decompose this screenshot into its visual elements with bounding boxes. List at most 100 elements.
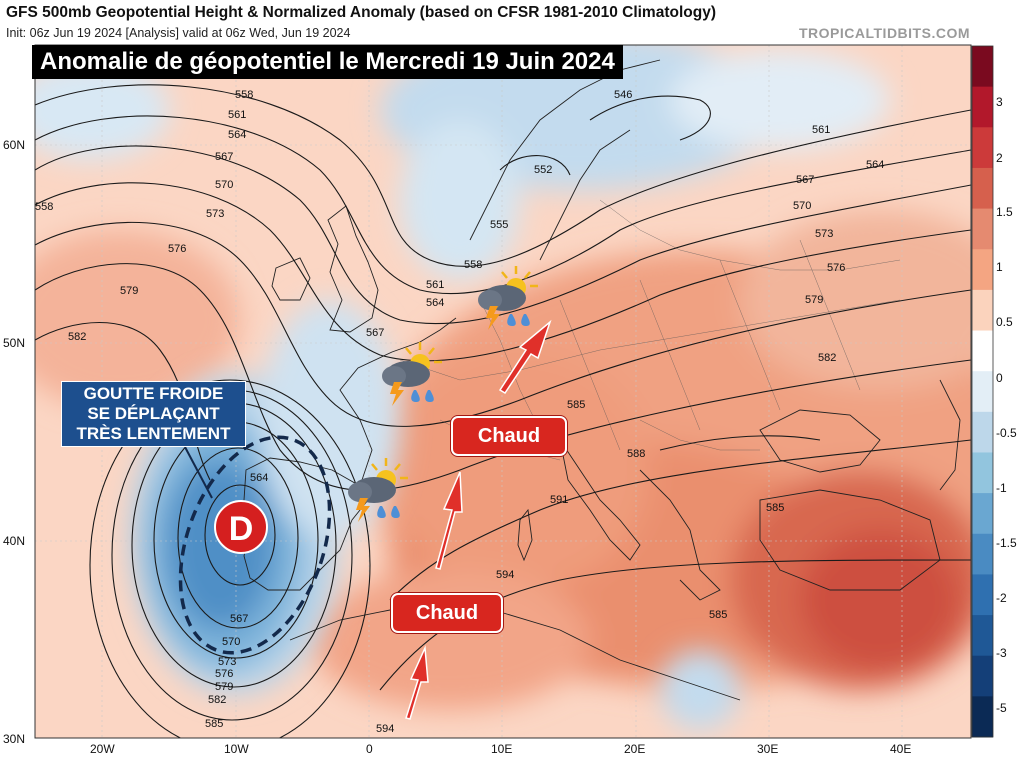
contour-label: 588: [627, 448, 645, 460]
colorbar-segment: [972, 533, 993, 575]
colorbar-segment: [972, 411, 993, 453]
contour-label: 558: [235, 89, 253, 101]
lat-label-30n: 30N: [3, 732, 26, 746]
contour-label: 576: [215, 668, 233, 680]
contour-label: 561: [812, 124, 830, 136]
colorbar-label: -2: [996, 591, 1007, 605]
contour-label: 594: [376, 723, 394, 735]
colorbar-label: 2: [996, 151, 1003, 165]
contour-label: 585: [205, 718, 223, 730]
contour-label: 579: [805, 294, 823, 306]
colorbar: [971, 45, 994, 738]
contour-label: 594: [496, 569, 514, 581]
cutoff-low-outline: [178, 435, 332, 655]
contour-label: 582: [208, 694, 226, 706]
lon-label-10e: 10E: [491, 742, 513, 756]
contour-label: 570: [793, 200, 811, 212]
thunderstorm-icon: [348, 458, 408, 522]
colorbar-label: 1.5: [996, 205, 1013, 219]
warm-label-north: Chaud: [451, 416, 567, 456]
colorbar-segment: [972, 655, 993, 697]
colorbar-segment: [972, 330, 993, 372]
colorbar-label: -5: [996, 701, 1007, 715]
cold-drop-callout: GOUTTE FROIDE SE DÉPLAÇANT TRÈS LENTEMEN…: [61, 381, 246, 447]
lon-label-40e: 40E: [890, 742, 912, 756]
warm-label-south: Chaud: [391, 593, 503, 633]
init-line: Init: 06z Jun 19 2024 [Analysis] valid a…: [6, 26, 351, 40]
height-contours: [35, 84, 971, 738]
callout-line-3: TRÈS LENTEMENT: [76, 424, 231, 443]
colorbar-segment: [972, 574, 993, 616]
contour-label: 564: [866, 159, 884, 171]
lat-label-50n: 50N: [3, 336, 26, 350]
colorbar-frame: [971, 45, 994, 738]
colorbar-label: -3: [996, 646, 1007, 660]
colorbar-segment: [972, 452, 993, 494]
contour-label: 585: [709, 609, 727, 621]
colorbar-segment: [972, 167, 993, 210]
colorbar-label: -1: [996, 481, 1007, 495]
lon-label-0: 0: [366, 742, 373, 756]
contour-label: 567: [230, 613, 248, 625]
lon-label-10w: 10W: [224, 742, 249, 756]
contour-label: 561: [228, 109, 246, 121]
contour-label: 591: [550, 494, 568, 506]
callout-line-2: SE DÉPLAÇANT: [87, 404, 220, 423]
lat-label-60n: 60N: [3, 138, 26, 152]
colorbar-label: 0.5: [996, 315, 1013, 329]
contour-label: 564: [250, 472, 268, 484]
contour-label: 558: [35, 201, 53, 213]
contour-label: 582: [68, 331, 86, 343]
contour-label: 570: [222, 636, 240, 648]
contour-label: 570: [215, 179, 233, 191]
thunderstorm-icon: [382, 342, 442, 406]
colorbar-label: -1.5: [996, 536, 1017, 550]
site-watermark: TROPICALTIDBITS.COM: [798, 25, 970, 41]
contour-label: 567: [366, 327, 384, 339]
low-pressure-marker: D: [214, 500, 268, 554]
colorbar-segment: [972, 696, 993, 738]
thunderstorm-icon: [478, 266, 538, 330]
callout-line-1: GOUTTE FROIDE: [83, 384, 224, 403]
colorbar-segment: [972, 289, 993, 332]
contour-label: 558: [464, 259, 482, 271]
colorbar-segment: [972, 46, 993, 88]
colorbar-segment: [972, 371, 993, 413]
contour-label: 573: [218, 656, 236, 668]
colorbar-label: 0: [996, 371, 1003, 385]
contour-label: 582: [818, 352, 836, 364]
colorbar-segment: [972, 86, 993, 128]
contour-label: 573: [815, 228, 833, 240]
colorbar-segment: [972, 615, 993, 657]
lat-label-40n: 40N: [3, 534, 26, 548]
map-title: GFS 500mb Geopotential Height & Normaliz…: [6, 4, 716, 21]
colorbar-segment: [972, 493, 993, 535]
contour-label: 555: [490, 219, 508, 231]
colorbar-segment: [972, 127, 993, 169]
contour-label: 579: [120, 285, 138, 297]
contour-label: 579: [215, 681, 233, 693]
contour-label: 561: [426, 279, 444, 291]
headline-banner: Anomalie de géopotentiel le Mercredi 19 …: [32, 45, 623, 79]
colorbar-label: -0.5: [996, 426, 1017, 440]
colorbar-segment: [972, 249, 993, 291]
contour-label: 564: [426, 297, 444, 309]
contour-label: 567: [796, 174, 814, 186]
lon-label-30e: 30E: [757, 742, 779, 756]
contour-label: 576: [827, 262, 845, 274]
contour-label: 585: [567, 399, 585, 411]
contour-labels: 558 561 564 567 570 573 576 579 582 558 …: [35, 89, 884, 735]
colorbar-label: 1: [996, 260, 1003, 274]
warm-arrows: [405, 319, 552, 720]
colorbar-label: 3: [996, 95, 1003, 109]
callout-pointer: [184, 446, 213, 499]
contour-label: 576: [168, 243, 186, 255]
lon-label-20w: 20W: [90, 742, 115, 756]
contour-label: 546: [614, 89, 632, 101]
contour-label: 567: [215, 151, 233, 163]
contour-label: 585: [766, 502, 784, 514]
contour-label: 552: [534, 164, 552, 176]
contour-label: 573: [206, 208, 224, 220]
colorbar-segment: [972, 208, 993, 250]
